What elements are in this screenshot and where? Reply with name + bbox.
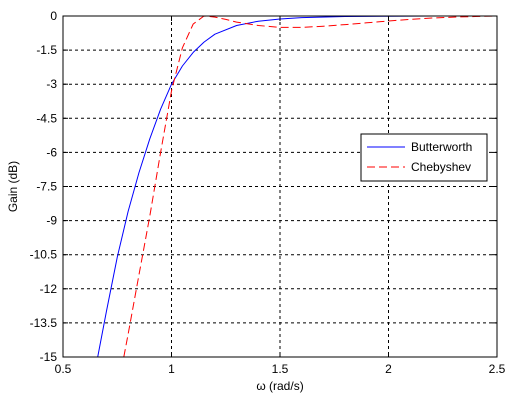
x-tick-label: 0.5 bbox=[55, 362, 72, 376]
y-tick-label: -1.5 bbox=[36, 43, 57, 57]
y-tick-label: -3 bbox=[46, 77, 57, 91]
legend-box bbox=[360, 133, 488, 182]
y-tick-label: -13.5 bbox=[30, 316, 58, 330]
legend: Butterworth Chebyshev bbox=[360, 133, 488, 182]
series-line-chebyshev bbox=[123, 15, 498, 358]
y-tick-label: -15 bbox=[40, 350, 58, 364]
tick-layer: 0.5 1 1.5 2 2.5 0 -1.5 -3 -4.5 -6 -7.5 -9 -10.5 -12 -1… bbox=[30, 9, 506, 376]
legend-label-chebyshev: Chebyshev bbox=[411, 160, 471, 174]
x-tick-label: 1 bbox=[168, 362, 175, 376]
y-tick-label: -9 bbox=[46, 214, 57, 228]
series-line-butterworth bbox=[97, 15, 497, 358]
y-tick-label: -12 bbox=[40, 282, 58, 296]
y-tick-label: 0 bbox=[50, 9, 57, 23]
x-tick-label: 2.5 bbox=[489, 362, 506, 376]
x-tick-label: 1.5 bbox=[272, 362, 289, 376]
y-tick-label: -7.5 bbox=[36, 180, 57, 194]
y-tick-label: -4.5 bbox=[36, 111, 57, 125]
y-axis-label: Gain (dB) bbox=[6, 161, 20, 212]
y-tick-label: -6 bbox=[46, 145, 57, 159]
y-tick-label: -10.5 bbox=[30, 248, 58, 262]
series-layer bbox=[97, 15, 498, 358]
x-tick-label: 2 bbox=[385, 362, 392, 376]
x-axis-label: ω (rad/s) bbox=[256, 379, 303, 393]
legend-label-butterworth: Butterworth bbox=[411, 140, 472, 154]
